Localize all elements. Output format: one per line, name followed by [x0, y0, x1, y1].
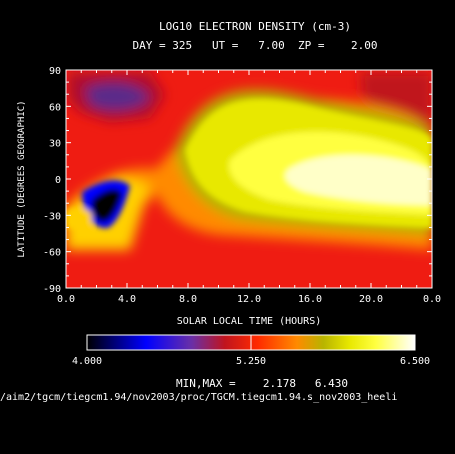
minmax-max-value: 6.430	[315, 377, 348, 390]
x-axis: 0.0 4.0 8.0 12.0 16.0 20.0 0.0	[57, 70, 441, 305]
colorbar-min-label: 4.000	[72, 356, 102, 367]
colorbar-mid-label: 5.250	[236, 356, 266, 367]
y-tick-label: -60	[43, 248, 61, 259]
x-tick-label: 12.0	[237, 294, 261, 305]
x-tick-label: 20.0	[359, 294, 383, 305]
evening-north-trough	[360, 72, 432, 130]
north-trough	[85, 82, 150, 111]
x-axis-label: SOLAR LOCAL TIME (HOURS)	[177, 316, 322, 327]
minmax-min-value: 2.178	[263, 377, 296, 390]
y-tick-label: -90	[43, 284, 61, 295]
minmax-label: MIN,MAX =	[176, 377, 236, 390]
y-tick-label: 30	[49, 139, 61, 150]
heatmap-field	[66, 70, 432, 288]
y-tick-label: 90	[49, 66, 61, 77]
x-tick-label: 4.0	[118, 294, 136, 305]
x-tick-label: 0.0	[423, 294, 441, 305]
y-axis-label: LATITUDE (DEGREES GEOGRAPHIC)	[17, 100, 27, 257]
dawn-crest-arm	[66, 207, 92, 231]
dawn-minimum	[91, 189, 122, 222]
y-axis: 90 60 30 0 -30 -60 -90	[43, 66, 432, 295]
chart-subtitle: DAY = 325 UT = 7.00 ZP = 2.00	[132, 39, 377, 52]
y-tick-label: -30	[43, 211, 61, 222]
y-tick-label: 60	[49, 102, 61, 113]
colorbar-max-label: 6.500	[400, 356, 430, 367]
x-tick-label: 16.0	[298, 294, 322, 305]
x-tick-label: 0.0	[57, 294, 75, 305]
chart-title: LOG10 ELECTRON DENSITY (cm-3)	[159, 20, 351, 33]
y-tick-label: 0	[55, 175, 61, 186]
crest-peak	[285, 154, 432, 205]
x-tick-label: 8.0	[179, 294, 197, 305]
source-path: /aim2/tgcm/tiegcm1.94/nov2003/proc/TGCM.…	[0, 392, 397, 403]
